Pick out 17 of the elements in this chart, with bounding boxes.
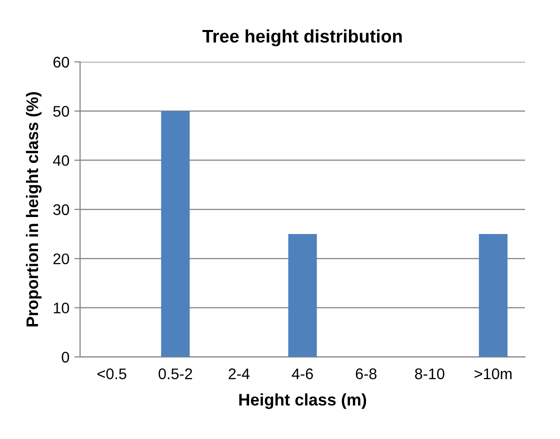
x-axis-title: Height class (m) <box>239 393 366 409</box>
y-tick-label: 10 <box>54 302 70 314</box>
x-tick-label: 0.5-2 <box>158 368 192 380</box>
y-tick-label: 40 <box>53 155 70 166</box>
y-tick-label: 30 <box>53 204 70 216</box>
x-tick-label: <0.5 <box>98 368 126 380</box>
y-axis-title: Proportion in height class (%) <box>26 92 42 326</box>
x-tick-label: 2-4 <box>228 368 250 380</box>
y-tick-label: 50 <box>53 106 70 117</box>
chart-title: Tree height distribution <box>202 29 402 46</box>
x-tick-label: 4-6 <box>292 368 313 380</box>
y-tick-label: 60 <box>53 56 70 68</box>
y-tick-label: 0 <box>62 352 70 363</box>
x-tick-label: 8-10 <box>415 368 444 380</box>
y-tick-label: 20 <box>53 253 70 264</box>
x-tick-label: >10m <box>474 368 512 380</box>
x-tick-label: 6-8 <box>356 368 376 380</box>
